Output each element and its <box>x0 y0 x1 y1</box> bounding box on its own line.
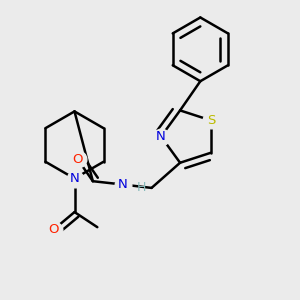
Text: O: O <box>49 223 59 236</box>
Text: N: N <box>70 172 80 185</box>
Text: N: N <box>156 130 166 143</box>
Text: H: H <box>137 181 146 194</box>
Text: S: S <box>207 114 215 127</box>
Text: O: O <box>73 153 83 166</box>
Text: N: N <box>118 178 128 191</box>
